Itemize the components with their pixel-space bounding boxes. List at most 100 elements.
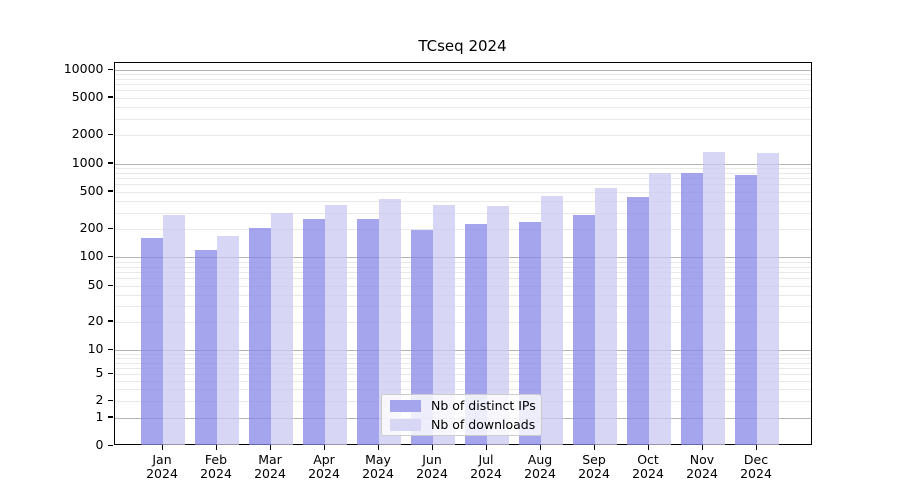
x-tick-mark (755, 445, 757, 450)
bar-distinct-ips (249, 228, 271, 445)
gridline-6 (114, 367, 811, 369)
plot-area (113, 62, 812, 445)
y-tick-label: 2000 (71, 126, 104, 142)
x-tick-label: Aug 2024 (524, 452, 556, 481)
bar-distinct-ips (465, 223, 487, 445)
x-tick-label: Nov 2024 (686, 452, 718, 481)
x-tick-label: Oct 2024 (632, 452, 664, 481)
y-tick-label: 200 (79, 220, 104, 236)
x-tick-label: Dec 2024 (740, 452, 772, 481)
legend-swatch-distinct-ips (390, 399, 421, 412)
y-tick-mark (107, 227, 113, 230)
gridline-6000 (114, 90, 811, 92)
y-tick-mark (107, 190, 113, 192)
bar-downloads (595, 187, 617, 445)
y-tick-mark (107, 399, 113, 401)
gridline-1000 (114, 163, 811, 165)
y-tick-label: 50 (87, 277, 104, 292)
bar-distinct-ips (195, 249, 217, 445)
y-tick-label: 2 (95, 392, 104, 407)
y-tick-mark (107, 162, 113, 164)
y-tick-label: 0 (95, 437, 104, 452)
x-tick-mark (539, 445, 541, 450)
gridline-30 (114, 305, 811, 307)
gridline-3000 (114, 118, 811, 120)
bar-distinct-ips (411, 230, 433, 445)
x-tick-mark (377, 445, 379, 450)
y-tick-label: 20 (87, 312, 104, 328)
y-tick-mark (107, 133, 113, 136)
gridline-10000 (114, 70, 811, 72)
y-tick-label: 10 (87, 341, 104, 356)
chart-title: TCseq 2024 (418, 37, 507, 55)
gridline-5000 (114, 97, 811, 99)
gridline-70 (114, 272, 811, 274)
x-tick-label: Jun 2024 (416, 452, 448, 481)
gridline-50 (114, 286, 811, 287)
y-tick-mark (107, 320, 113, 322)
x-tick-mark (215, 445, 217, 450)
gridline-4000 (114, 106, 811, 108)
y-tick-label: 500 (79, 182, 104, 198)
gridline-10 (114, 350, 811, 351)
gridline-7 (114, 362, 811, 364)
bar-downloads (703, 151, 725, 445)
bar-distinct-ips (627, 196, 649, 445)
bar-downloads (487, 205, 509, 445)
bar-distinct-ips (681, 173, 703, 445)
y-tick-label: 5 (95, 365, 104, 381)
y-tick-mark (107, 284, 113, 286)
x-tick-label: Mar 2024 (254, 452, 286, 481)
x-tick-label: Jul 2024 (470, 452, 502, 481)
legend-label-downloads: Nb of downloads (431, 416, 536, 432)
y-tick-mark (107, 255, 113, 258)
gridline-90 (114, 261, 811, 263)
y-tick-label: 1 (95, 408, 104, 424)
legend-row-downloads: Nb of downloads (390, 416, 536, 433)
bar-downloads (379, 198, 401, 445)
y-tick-label: 1000 (71, 154, 104, 170)
gridline-8000 (114, 79, 811, 81)
x-tick-mark (323, 445, 325, 450)
gridline-3 (114, 389, 811, 391)
gridline-2000 (114, 135, 811, 137)
x-tick-mark (269, 445, 271, 450)
gridline-4 (114, 380, 811, 382)
y-tick-mark (107, 444, 113, 446)
bar-downloads (217, 235, 239, 445)
y-tick-label: 5000 (71, 88, 104, 104)
x-tick-mark (485, 445, 487, 450)
bar-downloads (757, 153, 779, 445)
y-tick-mark (107, 372, 113, 375)
legend: Nb of distinct IPs Nb of downloads (381, 394, 542, 436)
bar-downloads (325, 205, 347, 445)
gridline-400 (114, 200, 811, 202)
bar-distinct-ips (573, 214, 595, 445)
bar-downloads (271, 213, 293, 445)
gridline-500 (114, 191, 811, 193)
bar-distinct-ips (141, 238, 163, 445)
gridline-7000 (114, 84, 811, 86)
legend-row-distinct-ips: Nb of distinct IPs (390, 397, 536, 414)
gridline-40 (114, 294, 811, 296)
gridline-8 (114, 357, 811, 359)
bar-distinct-ips (519, 221, 541, 445)
gridline-60 (114, 278, 811, 280)
gridline-80 (114, 266, 811, 268)
gridline-700 (114, 178, 811, 180)
y-tick-mark (107, 416, 113, 418)
x-tick-label: Jan 2024 (146, 452, 178, 481)
gridline-800 (114, 172, 811, 174)
bar-distinct-ips (735, 175, 757, 445)
x-tick-label: Feb 2024 (200, 452, 232, 481)
x-tick-label: May 2024 (362, 452, 394, 481)
y-tick-label: 10000 (63, 61, 104, 77)
gridline-300 (114, 212, 811, 214)
legend-swatch-downloads (390, 418, 421, 431)
legend-label-distinct-ips: Nb of distinct IPs (431, 397, 536, 413)
bar-downloads (649, 172, 671, 445)
gridline-200 (114, 229, 811, 231)
gridline-600 (114, 184, 811, 186)
gridline-900 (114, 167, 811, 169)
